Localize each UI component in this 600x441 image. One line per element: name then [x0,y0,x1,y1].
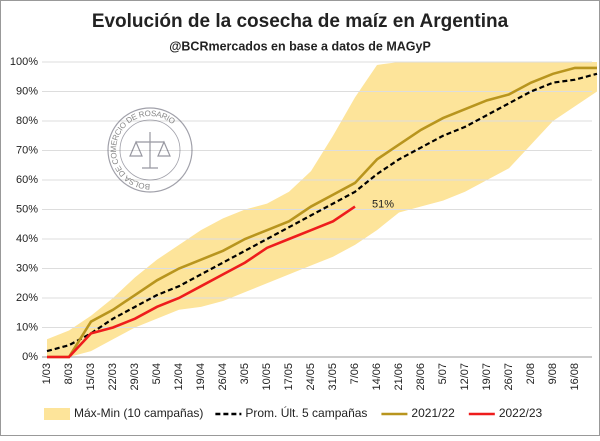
x-tick-label: 19/07 [481,363,493,391]
legend-swatch [44,408,70,420]
x-tick-label: 10/05 [261,363,273,391]
legend-label: Máx-Min (10 campañas) [74,406,203,420]
y-tick-label: 80% [16,115,38,127]
x-tick-label: 14/06 [371,363,383,391]
logo-scale [129,132,171,169]
x-tick-label: 26/04 [217,363,229,391]
y-tick-label: 50% [16,203,38,215]
x-tick-label: 12/04 [173,363,185,391]
x-tick-label: 9/08 [547,363,559,384]
x-tick-label: 1/03 [41,363,53,384]
x-tick-label: 24/05 [305,363,317,391]
legend-label: 2022/23 [499,406,543,420]
series-line [47,205,356,359]
logo-ring [119,119,181,181]
logo-ring [107,107,193,193]
x-tick-label: 22/03 [107,363,119,391]
x-tick-label: 16/08 [569,363,581,391]
chart-title: Evolución de la cosecha de maíz en Argen… [92,11,509,32]
x-tick-label: 17/05 [283,363,295,391]
x-tick-label: 8/03 [63,363,75,384]
y-tick-label: 20% [16,292,38,304]
y-tick-label: 0% [22,351,38,363]
y-tick-label: 60% [16,174,38,186]
x-tick-label: 31/05 [327,363,339,391]
x-tick-label: 26/07 [503,363,515,391]
data-label: 51% [372,198,394,210]
x-tick-label: 5/07 [437,363,449,384]
x-tick-label: 7/06 [349,363,361,384]
legend-label: Prom. Últ. 5 campañas [245,405,367,420]
x-tick-label: 28/06 [415,363,427,391]
x-tick-label: 21/06 [393,363,405,391]
legend-label: 2021/22 [411,406,455,420]
series-line [47,66,597,359]
y-tick-label: 40% [16,233,38,245]
y-tick-label: 70% [16,144,38,156]
x-tick-label: 2/08 [525,363,537,384]
x-tick-label: 29/03 [129,363,141,391]
chart-subtitle: @BCRmercados en base a datos de MAGyP [169,39,431,53]
y-tick-label: 30% [16,262,38,274]
y-tick-label: 10% [16,321,38,333]
x-tick-label: 12/07 [459,363,471,391]
y-tick-label: 90% [16,85,38,97]
series-line [46,72,598,353]
x-tick-label: 5/04 [151,363,163,384]
y-tick-label: 100% [10,56,38,68]
x-tick-label: 19/04 [195,363,207,391]
x-tick-label: 3/05 [239,363,251,384]
x-tick-label: 15/03 [85,363,97,391]
